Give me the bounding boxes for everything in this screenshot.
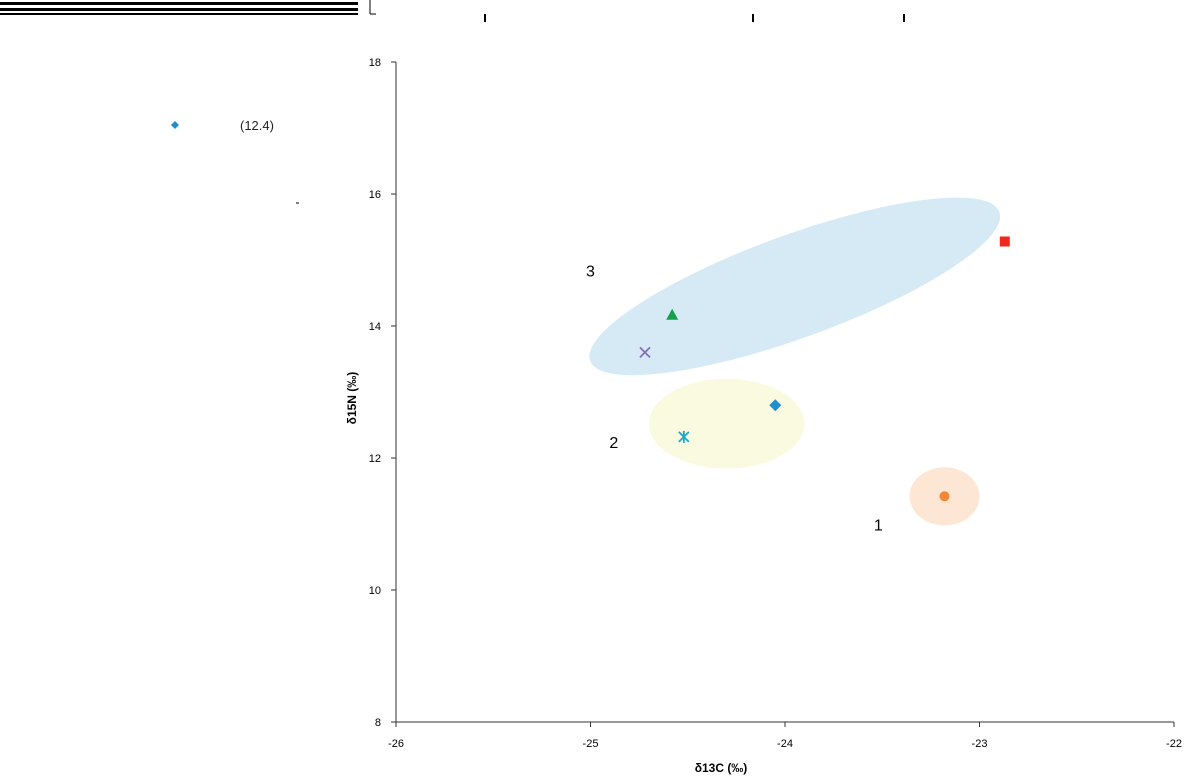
cluster-label: 1	[874, 518, 883, 535]
top-border-band	[0, 13, 358, 15]
y-tick-label: 14	[369, 321, 381, 333]
data-point-square	[999, 236, 1010, 247]
data-point-diamond	[769, 399, 782, 412]
data-point-circle	[939, 491, 950, 502]
y-tick-label: 8	[375, 717, 381, 729]
top-fragment	[484, 14, 486, 22]
x-tick-label: -25	[583, 738, 599, 750]
legend: (12.4)	[171, 118, 274, 133]
top-fragment	[752, 14, 754, 22]
x-axis-title: δ13C (‰)	[695, 761, 748, 775]
cluster-labels: 1 2 3	[586, 264, 883, 535]
y-tick-label: 12	[369, 453, 381, 465]
cluster-ellipses	[589, 197, 1001, 526]
data-point-x	[639, 346, 651, 359]
legend-text: (12.4)	[240, 118, 274, 133]
y-tick-label: 10	[369, 585, 381, 597]
data-points	[639, 236, 1010, 502]
data-point-asterisk	[678, 430, 690, 443]
x-tick-label: -23	[972, 738, 988, 750]
cluster-ellipse	[648, 378, 805, 469]
x-tick-label: -26	[388, 738, 404, 750]
top-clipped-artifacts	[0, 0, 905, 204]
top-border-band	[0, 2, 358, 5]
top-border-band	[0, 8, 358, 11]
cluster-label: 3	[586, 264, 595, 281]
y-tick-label: 18	[369, 57, 381, 69]
cluster-label: 2	[609, 435, 618, 452]
y-tick-label: 16	[369, 189, 381, 201]
legend-diamond-icon	[171, 121, 179, 129]
x-tick-label: -24	[777, 738, 793, 750]
data-point-triangle	[666, 308, 679, 320]
x-tick-label: -22	[1166, 738, 1182, 750]
top-fragment	[903, 14, 905, 22]
cluster-ellipse	[589, 197, 1001, 376]
y-axis-title: δ15N (‰)	[345, 372, 359, 425]
